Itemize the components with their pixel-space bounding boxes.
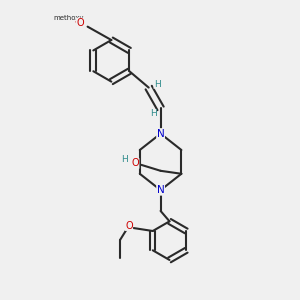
Text: H: H bbox=[154, 80, 160, 88]
Text: H: H bbox=[150, 109, 157, 118]
Text: O: O bbox=[131, 158, 139, 168]
Text: H: H bbox=[121, 155, 128, 164]
Text: methoxy: methoxy bbox=[53, 15, 83, 21]
Text: N: N bbox=[157, 185, 164, 195]
Text: O: O bbox=[75, 17, 82, 27]
Text: N: N bbox=[157, 129, 164, 139]
Text: O: O bbox=[125, 220, 133, 231]
Text: O: O bbox=[76, 18, 84, 28]
